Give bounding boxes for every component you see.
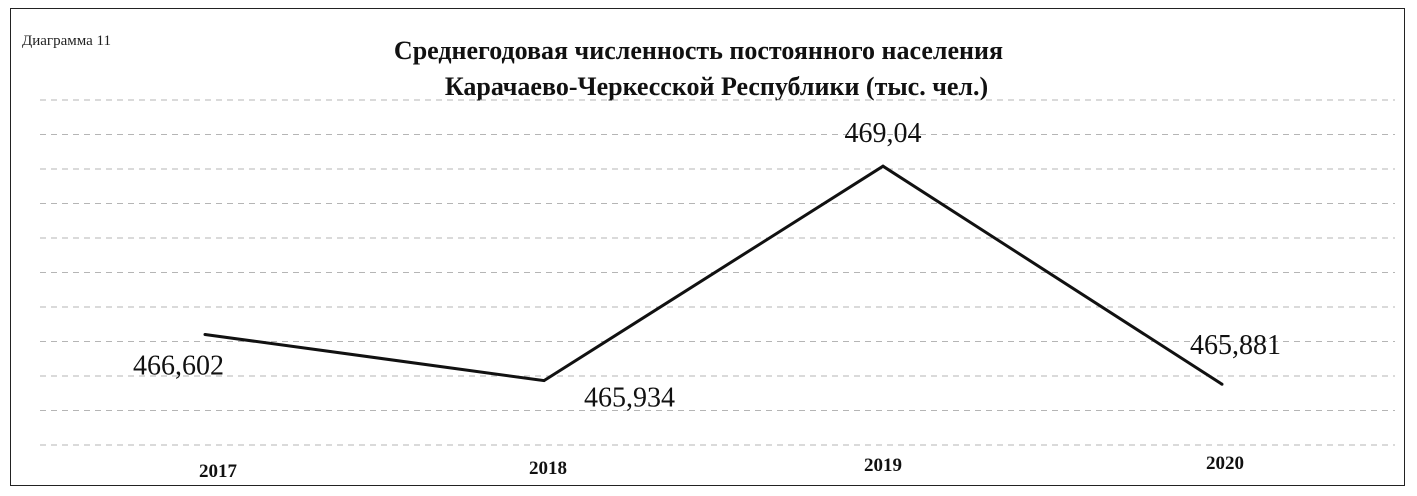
x-tick-label: 2020	[1206, 453, 1244, 474]
data-label: 466,602	[133, 350, 224, 381]
data-point	[1220, 382, 1224, 386]
diagram-number-label: Диаграмма 11	[22, 33, 111, 49]
data-label: 465,934	[584, 383, 675, 414]
chart-title-line-1: Среднегодовая численность постоянного на…	[393, 36, 1004, 65]
data-point	[542, 379, 546, 383]
x-tick-label: 2019	[864, 455, 902, 476]
x-axis-tick-labels: 2017 2018 2019 2020	[199, 453, 1244, 482]
chart-title-line-2: Карачаево-Черкесской Республики (тыс. че…	[444, 72, 989, 101]
data-label: 469,04	[845, 118, 922, 149]
data-point	[203, 332, 207, 336]
chart-frame	[10, 8, 1405, 486]
x-tick-label: 2018	[529, 458, 567, 479]
series-line	[204, 164, 1223, 386]
data-label: 465,881	[1190, 330, 1281, 361]
data-labels: 466,602 465,934 469,04 465,881	[133, 118, 1281, 413]
data-point	[881, 164, 885, 168]
series-layer	[203, 164, 1224, 386]
x-tick-label: 2017	[199, 461, 238, 482]
